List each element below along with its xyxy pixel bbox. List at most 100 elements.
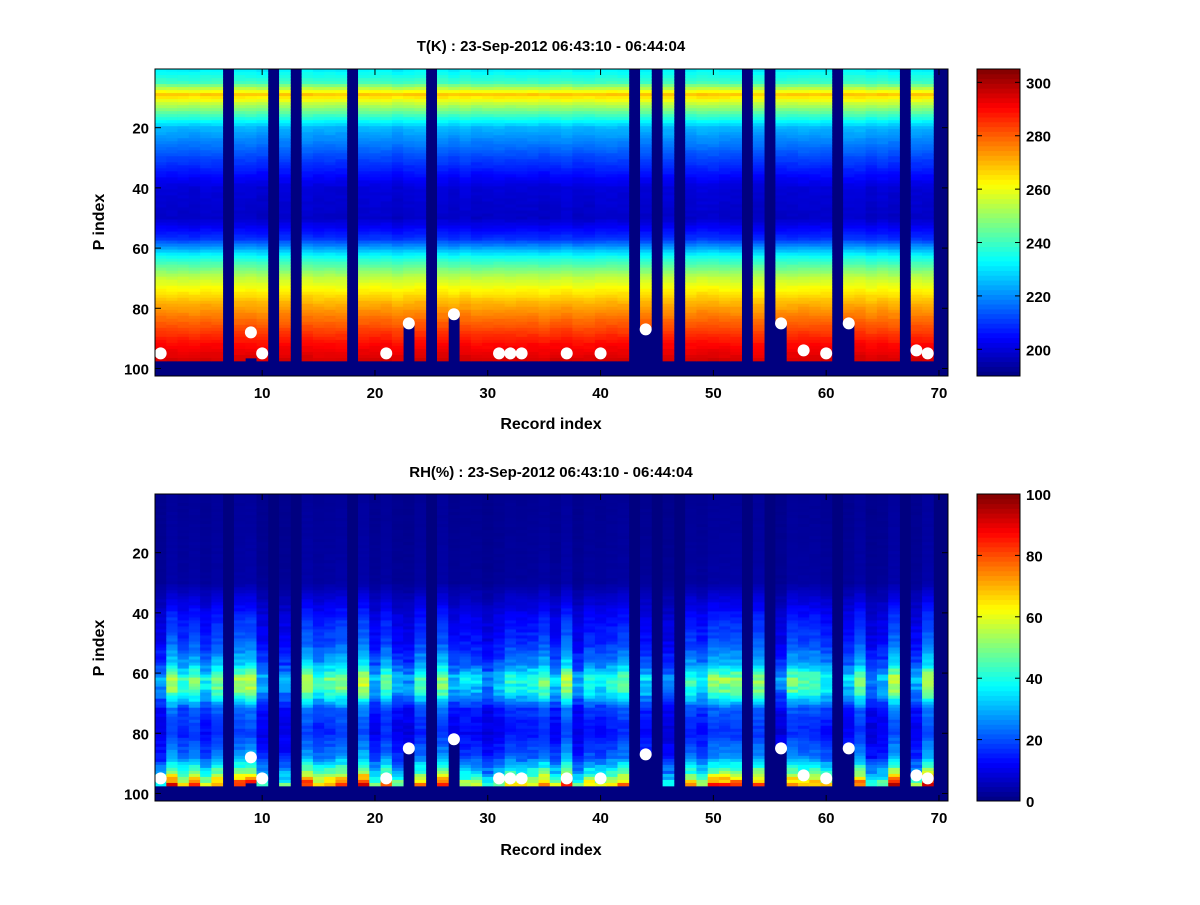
- heatmap-cell: [245, 168, 257, 172]
- heatmap-cell: [437, 285, 449, 290]
- heatmap-cell: [177, 84, 190, 88]
- heatmap-cell: [662, 195, 675, 199]
- heatmap-cell: [369, 252, 381, 257]
- heatmap-cell: [233, 291, 246, 296]
- heatmap-cell: [200, 213, 212, 217]
- heatmap-cell: [820, 225, 833, 229]
- heatmap-cell: [245, 192, 257, 196]
- heatmap-cell: [752, 114, 765, 118]
- heatmap-cell: [256, 237, 269, 241]
- heatmap-cell: [380, 192, 393, 196]
- heatmap-cell: [200, 174, 212, 178]
- heatmap-cell: [854, 339, 867, 344]
- heatmap-cell: [177, 72, 190, 76]
- heatmap-cell: [233, 207, 246, 211]
- heatmap-cell: [493, 294, 506, 299]
- heatmap-cell: [854, 111, 867, 115]
- heatmap-cell: [538, 345, 551, 350]
- heatmap-cell: [809, 204, 821, 208]
- heatmap-cell: [414, 357, 427, 362]
- heatmap-cell: [245, 282, 257, 287]
- heatmap-cell: [335, 204, 348, 208]
- heatmap-cell: [561, 300, 573, 305]
- heatmap-cell: [188, 348, 201, 353]
- heatmap-cell: [211, 279, 224, 284]
- heatmap-cell: [279, 312, 291, 317]
- heatmap-cell: [358, 333, 370, 338]
- heatmap-cell: [685, 222, 697, 226]
- heatmap-cell: [786, 228, 799, 232]
- heatmap-cell: [854, 153, 867, 157]
- heatmap-cell: [155, 318, 167, 323]
- heatmap-cell: [617, 357, 630, 362]
- heatmap-cell: [775, 234, 788, 238]
- heatmap-cell: [843, 99, 855, 103]
- heatmap-cell: [335, 351, 348, 356]
- heatmap-cell: [324, 300, 336, 305]
- heatmap-cell: [809, 228, 821, 232]
- heatmap-cell: [312, 105, 325, 109]
- heatmap-cell: [820, 321, 833, 326]
- heatmap-cell: [245, 348, 257, 353]
- heatmap-cell: [752, 219, 765, 223]
- heatmap-cell: [211, 330, 224, 335]
- heatmap-cell: [707, 270, 720, 275]
- heatmap-cell: [448, 288, 460, 293]
- heatmap-cell: [719, 126, 731, 130]
- heatmap-cell: [301, 255, 314, 260]
- heatmap-cell: [594, 168, 607, 172]
- heatmap-cell: [380, 195, 393, 199]
- heatmap-cell: [561, 213, 573, 217]
- heatmap-cell: [245, 267, 257, 272]
- heatmap-cell: [775, 111, 788, 115]
- heatmap-cell: [312, 270, 325, 275]
- heatmap-cell: [549, 348, 562, 353]
- heatmap-cell: [437, 273, 449, 278]
- heatmap-cell: [200, 231, 212, 235]
- heatmap-cell: [279, 171, 291, 175]
- heatmap-cell: [797, 240, 810, 244]
- heatmap-cell: [459, 69, 472, 73]
- heatmap-cell: [188, 138, 201, 142]
- heatmap-cell: [696, 309, 709, 314]
- heatmap-cell: [459, 120, 472, 124]
- heatmap-cell: [786, 102, 799, 106]
- heatmap-cell: [606, 222, 618, 226]
- heatmap-cell: [448, 195, 460, 199]
- heatmap-cell: [527, 177, 539, 181]
- heatmap-cell: [662, 333, 675, 338]
- heatmap-cell: [233, 336, 246, 341]
- heatmap-cell: [391, 189, 404, 193]
- heatmap-cell: [538, 213, 551, 217]
- heatmap-cell: [515, 126, 528, 130]
- heatmap-cell: [358, 120, 370, 124]
- heatmap-cell: [245, 300, 257, 305]
- heatmap-cell: [719, 216, 731, 220]
- heatmap-cell: [843, 78, 855, 82]
- heatmap-cell: [561, 180, 573, 184]
- heatmap-cell: [414, 261, 427, 266]
- heatmap-cell: [685, 129, 697, 133]
- heatmap-cell: [809, 246, 821, 250]
- heatmap-cell: [358, 189, 370, 193]
- heatmap-cell: [719, 342, 731, 347]
- heatmap-cell: [245, 93, 257, 97]
- heatmap-cell: [549, 357, 562, 362]
- heatmap-cell: [448, 255, 460, 260]
- heatmap-cell: [403, 180, 415, 184]
- heatmap-cell: [606, 291, 618, 296]
- heatmap-cell: [696, 264, 709, 269]
- heatmap-cell: [583, 279, 596, 284]
- heatmap-cell: [312, 168, 325, 172]
- heatmap-cell: [594, 216, 607, 220]
- heatmap-cell: [256, 315, 269, 320]
- heatmap-cell: [786, 195, 799, 199]
- heatmap-cell: [470, 111, 483, 115]
- heatmap-cell: [809, 171, 821, 175]
- heatmap-cell: [696, 102, 709, 106]
- heatmap-cell: [640, 312, 652, 317]
- heatmap-cell: [538, 183, 551, 187]
- heatmap-cell: [865, 93, 878, 97]
- heatmap-cell: [380, 186, 393, 190]
- heatmap-cell: [166, 78, 178, 82]
